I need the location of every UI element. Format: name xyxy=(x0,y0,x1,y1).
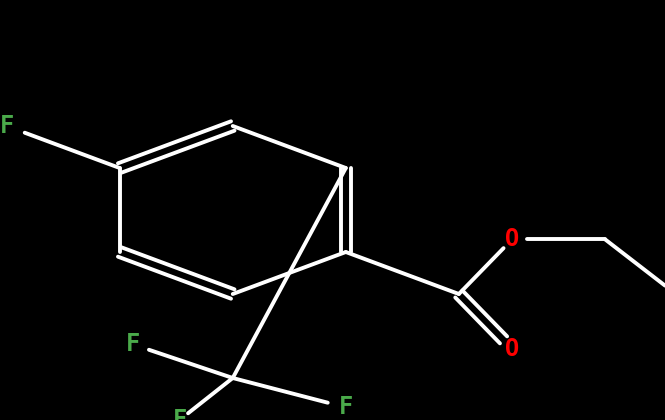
Text: F: F xyxy=(0,114,14,138)
Text: O: O xyxy=(505,227,519,252)
Text: F: F xyxy=(172,408,187,420)
Text: O: O xyxy=(505,336,519,361)
Text: F: F xyxy=(338,395,353,420)
Text: F: F xyxy=(126,332,140,357)
